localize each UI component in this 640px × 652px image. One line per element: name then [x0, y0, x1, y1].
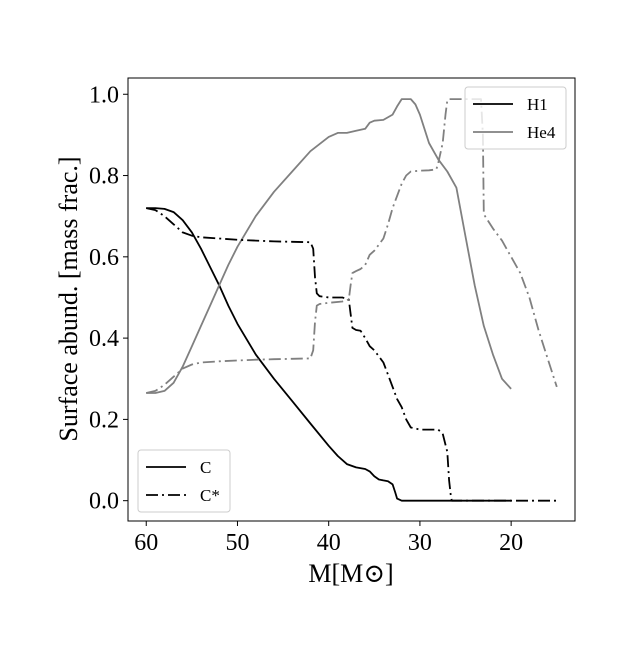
x-axis-label: M[M⊙]	[308, 559, 393, 588]
y-tick-label-5: 1.0	[89, 82, 119, 108]
plot-frame	[127, 77, 576, 522]
series-line-2	[146, 207, 557, 502]
axes-layer: 60 50 40 30 20 0.0 0.2 0.4 0.6 0.8 1.0	[89, 82, 523, 556]
x-tick-label-0: 60	[134, 530, 158, 556]
legend-label-0-0: H1	[527, 95, 548, 114]
legend-box-1	[137, 449, 231, 513]
y-axis-label: Surface abund. [mass frac.]	[54, 156, 83, 441]
y-tick-label-4: 0.8	[89, 164, 119, 190]
x-tick-label-4: 20	[499, 530, 523, 556]
legend-label-1-0: C	[200, 458, 211, 477]
legend-label-1-1: C*	[200, 486, 220, 505]
legend-box-0	[464, 86, 567, 150]
y-tick-label-0: 0.0	[89, 489, 119, 515]
x-tick-label-2: 40	[317, 530, 341, 556]
series-line-0	[146, 207, 512, 502]
series-line-1	[146, 98, 512, 394]
y-tick-label-3: 0.6	[89, 245, 119, 271]
legend-label-0-1: He4	[527, 123, 556, 142]
y-tick-label-2: 0.4	[89, 326, 119, 352]
x-tick-label-3: 30	[408, 530, 432, 556]
x-tick-label-1: 50	[225, 530, 249, 556]
y-tick-label-1: 0.2	[89, 407, 119, 433]
legend-layer: H1 He4 C C*	[137, 86, 567, 513]
